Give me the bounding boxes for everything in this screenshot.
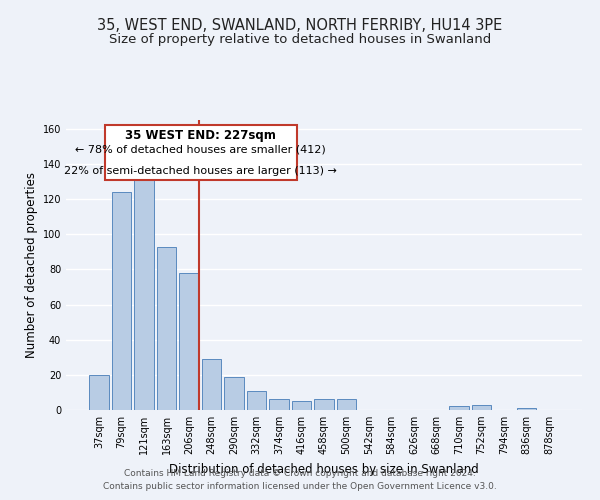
Bar [89,375,109,410]
Bar [247,390,266,410]
Bar [157,246,176,410]
Bar [269,400,289,410]
FancyBboxPatch shape [104,126,297,180]
Bar [314,400,334,410]
Text: 22% of semi-detached houses are larger (113) →: 22% of semi-detached houses are larger (… [64,166,337,176]
Text: 35, WEST END, SWANLAND, NORTH FERRIBY, HU14 3PE: 35, WEST END, SWANLAND, NORTH FERRIBY, H… [97,18,503,32]
Bar [337,400,356,410]
Bar [449,406,469,410]
Text: Contains public sector information licensed under the Open Government Licence v3: Contains public sector information licen… [103,482,497,491]
Bar [202,359,221,410]
Bar [134,176,154,410]
Bar [292,401,311,410]
Text: Contains HM Land Registry data © Crown copyright and database right 2024.: Contains HM Land Registry data © Crown c… [124,468,476,477]
Text: ← 78% of detached houses are smaller (412): ← 78% of detached houses are smaller (41… [76,144,326,154]
Y-axis label: Number of detached properties: Number of detached properties [25,172,38,358]
Bar [224,376,244,410]
Bar [472,404,491,410]
Bar [179,273,199,410]
X-axis label: Distribution of detached houses by size in Swanland: Distribution of detached houses by size … [169,462,479,475]
Text: Size of property relative to detached houses in Swanland: Size of property relative to detached ho… [109,32,491,46]
Bar [112,192,131,410]
Bar [517,408,536,410]
Text: 35 WEST END: 227sqm: 35 WEST END: 227sqm [125,129,276,142]
